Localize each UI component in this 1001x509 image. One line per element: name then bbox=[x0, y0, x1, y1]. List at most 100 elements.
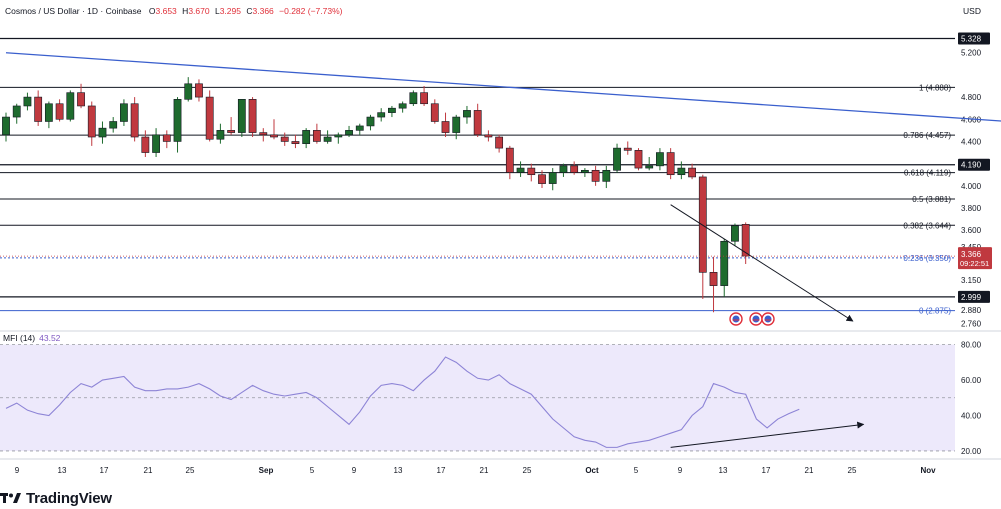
price-axis-tick: 4.800 bbox=[961, 93, 982, 102]
time-axis-tick: 21 bbox=[805, 466, 814, 475]
time-axis-tick: 9 bbox=[352, 466, 357, 475]
currency-label[interactable]: USD bbox=[963, 6, 981, 16]
time-axis-tick: Oct bbox=[585, 466, 599, 475]
candle-body bbox=[98, 127, 107, 138]
low-value: 3.295 bbox=[219, 6, 241, 16]
candle-body bbox=[688, 167, 696, 178]
candle-body bbox=[66, 92, 75, 120]
fib-level-label: 0.382 (3.644) bbox=[903, 221, 951, 230]
horizontal-level-tag bbox=[958, 32, 990, 45]
event-marker-icon bbox=[729, 312, 743, 326]
candle-body bbox=[666, 152, 675, 176]
candle-body bbox=[591, 169, 600, 182]
candle-body bbox=[463, 110, 471, 118]
candle-body bbox=[109, 121, 118, 129]
candle-body bbox=[355, 125, 364, 131]
candle-body bbox=[55, 103, 64, 120]
fib-level-label: 0.786 (4.457) bbox=[903, 131, 951, 140]
candle-body bbox=[270, 134, 278, 138]
candle-body bbox=[184, 83, 193, 100]
time-axis-tick: 9 bbox=[15, 466, 20, 475]
candle-body bbox=[731, 225, 739, 242]
candle-body bbox=[195, 83, 203, 98]
mfi-last-value: 43.52 bbox=[39, 333, 61, 343]
low-label: L bbox=[214, 6, 220, 16]
open-label: O bbox=[148, 6, 156, 16]
high-value: 3.670 bbox=[188, 6, 210, 16]
candle-body bbox=[216, 130, 225, 140]
mfi-divergence-arrow bbox=[670, 421, 865, 448]
fib-level-label: 0 (2.875) bbox=[919, 307, 951, 316]
high-label: H bbox=[182, 6, 189, 16]
candle-body bbox=[248, 99, 257, 133]
candle-body bbox=[420, 92, 428, 105]
candle-body bbox=[430, 103, 439, 122]
candle-body bbox=[623, 147, 632, 151]
time-axis-tick: 9 bbox=[678, 466, 683, 475]
candle-body bbox=[280, 136, 289, 142]
candle-body bbox=[559, 165, 568, 173]
time-axis-tick: 5 bbox=[310, 466, 315, 475]
time-axis-tick: 5 bbox=[634, 466, 639, 475]
candle-body bbox=[259, 132, 268, 136]
time-axis-tick: 21 bbox=[144, 466, 153, 475]
symbol-header: Cosmos / US Dollar · 1D · Coinbase O3.65… bbox=[5, 6, 342, 16]
horizontal-level-tag-label: 4.190 bbox=[961, 161, 982, 170]
candle-body bbox=[130, 103, 139, 138]
candle-body bbox=[409, 92, 418, 105]
candle-body bbox=[152, 134, 160, 153]
mfi-name: MFI (14) bbox=[3, 333, 36, 343]
candle-body bbox=[656, 152, 664, 167]
mfi-axis-tick: 20.00 bbox=[961, 447, 982, 456]
candle-body bbox=[505, 147, 514, 173]
price-axis-tick: 2.880 bbox=[961, 306, 982, 315]
candle-body bbox=[527, 167, 536, 176]
candle-body bbox=[141, 136, 150, 153]
fib-level-label: 1 (4.888) bbox=[919, 83, 951, 92]
time-axis-tick: 13 bbox=[58, 466, 67, 475]
time-axis-tick: 17 bbox=[437, 466, 446, 475]
price-axis-tick: 3.600 bbox=[961, 226, 982, 235]
fib-level-label: 0.618 (4.119) bbox=[904, 169, 951, 178]
candle-body bbox=[2, 116, 10, 136]
open-value: 3.653 bbox=[155, 6, 177, 16]
candle-body bbox=[548, 172, 557, 184]
symbol-title: Cosmos / US Dollar · 1D · Coinbase bbox=[5, 6, 142, 16]
candle-body bbox=[398, 103, 407, 109]
time-axis-tick: 13 bbox=[394, 466, 403, 475]
mfi-title: MFI (14) 43.52 bbox=[3, 333, 60, 343]
candle-body bbox=[227, 130, 236, 133]
last-price-value: 3.366 bbox=[961, 250, 982, 259]
candle-body bbox=[441, 121, 450, 133]
candle-body bbox=[741, 224, 750, 257]
change-value: −0.282 (−7.73%) bbox=[279, 6, 343, 16]
candle-body bbox=[677, 167, 686, 176]
candle-body bbox=[323, 136, 332, 142]
price-axis-tick: 4.400 bbox=[961, 137, 982, 146]
candle-body bbox=[173, 99, 182, 142]
horizontal-level-tag bbox=[958, 290, 990, 303]
candle-body bbox=[452, 116, 461, 133]
mfi-axis-tick: 60.00 bbox=[961, 376, 982, 385]
event-marker-icon bbox=[749, 312, 763, 326]
candle-body bbox=[473, 110, 482, 136]
time-axis-tick: Sep bbox=[259, 466, 274, 475]
candle-body bbox=[709, 272, 718, 286]
close-label: C bbox=[246, 6, 253, 16]
horizontal-level-tag-label: 5.328 bbox=[961, 35, 982, 44]
time-axis-tick: 17 bbox=[100, 466, 109, 475]
last-price-countdown: 09:22:51 bbox=[960, 259, 989, 268]
price-axis-tick: 2.760 bbox=[961, 319, 982, 328]
time-axis-tick: 13 bbox=[719, 466, 728, 475]
candle-body bbox=[602, 169, 611, 182]
price-axis-tick: 3.150 bbox=[961, 276, 982, 285]
tradingview-wordmark: TradingView bbox=[26, 489, 112, 507]
price-axis-tick: 4.600 bbox=[961, 115, 982, 124]
mfi-axis-tick: 40.00 bbox=[961, 411, 982, 420]
candle-body bbox=[237, 99, 246, 133]
candle-body bbox=[34, 96, 43, 122]
candle-body bbox=[516, 167, 525, 173]
horizontal-level-tag-label: 2.999 bbox=[961, 293, 982, 302]
tradingview-logo-icon bbox=[0, 493, 21, 503]
